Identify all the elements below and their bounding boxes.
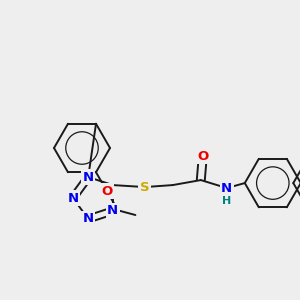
Text: O: O	[197, 150, 208, 163]
Text: O: O	[101, 185, 112, 198]
Text: N: N	[82, 212, 94, 225]
Text: N: N	[82, 171, 94, 184]
Text: N: N	[221, 182, 232, 195]
Text: S: S	[140, 181, 150, 194]
Text: N: N	[68, 191, 79, 205]
Text: H: H	[222, 196, 231, 206]
Text: N: N	[107, 204, 118, 218]
